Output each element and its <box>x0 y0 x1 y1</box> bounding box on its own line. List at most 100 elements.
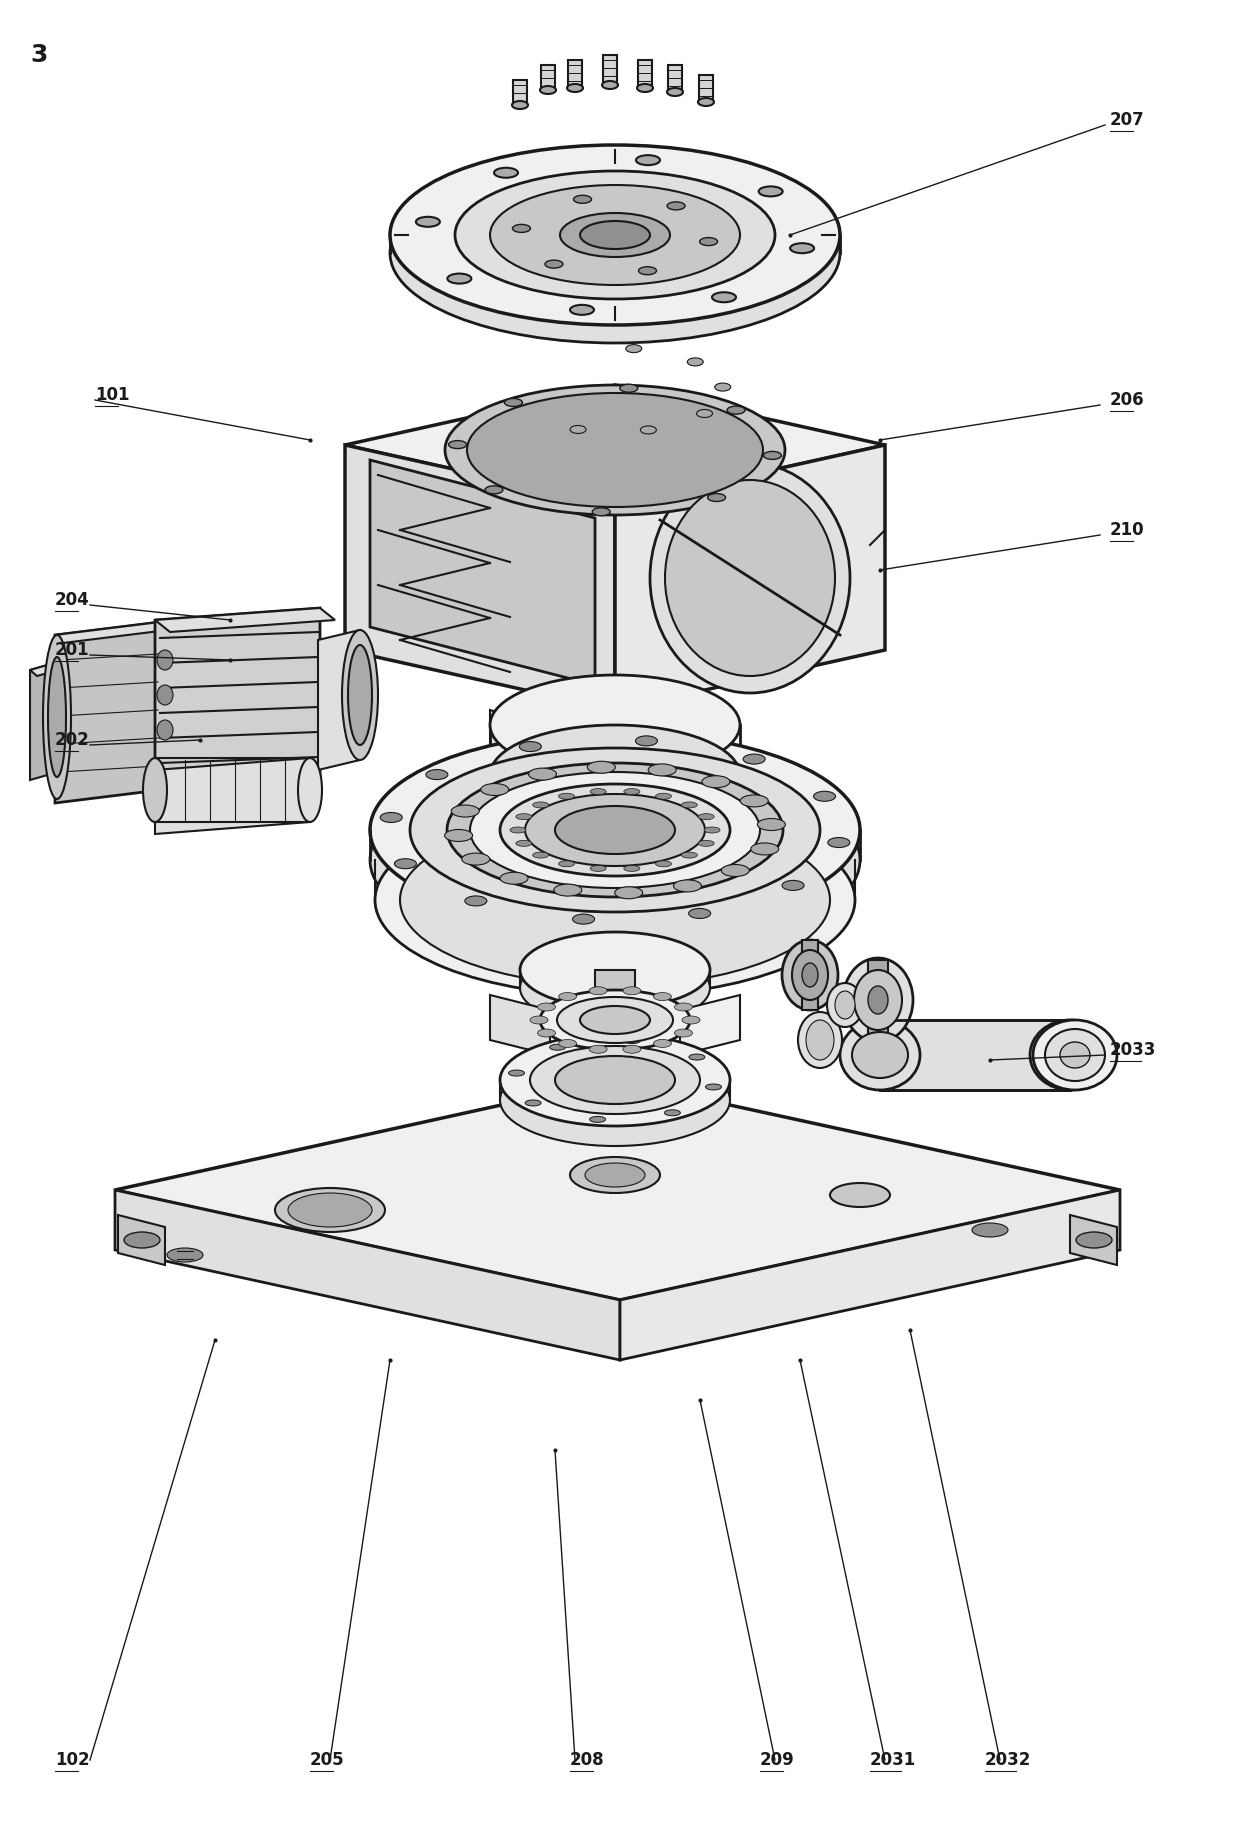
Ellipse shape <box>854 971 901 1029</box>
Ellipse shape <box>560 214 670 257</box>
Ellipse shape <box>590 1117 605 1122</box>
Ellipse shape <box>288 1194 372 1226</box>
Ellipse shape <box>656 794 672 799</box>
Ellipse shape <box>410 748 820 912</box>
Ellipse shape <box>653 1040 671 1048</box>
Ellipse shape <box>500 872 528 885</box>
Text: 2032: 2032 <box>985 1750 1032 1768</box>
Polygon shape <box>668 66 682 91</box>
Ellipse shape <box>510 827 526 832</box>
Ellipse shape <box>451 805 480 818</box>
Polygon shape <box>55 622 167 642</box>
Ellipse shape <box>342 630 378 759</box>
Text: 207: 207 <box>1110 111 1145 130</box>
Ellipse shape <box>529 1046 701 1113</box>
Ellipse shape <box>764 451 781 460</box>
Ellipse shape <box>490 184 740 285</box>
Ellipse shape <box>681 852 697 858</box>
Ellipse shape <box>494 168 518 177</box>
Ellipse shape <box>698 99 714 106</box>
Ellipse shape <box>549 1044 565 1049</box>
Ellipse shape <box>574 195 591 203</box>
Ellipse shape <box>667 203 684 210</box>
Ellipse shape <box>828 838 849 847</box>
Polygon shape <box>155 757 310 834</box>
Ellipse shape <box>697 409 713 418</box>
Text: 201: 201 <box>55 641 89 659</box>
Ellipse shape <box>702 776 730 788</box>
Ellipse shape <box>401 814 830 986</box>
Ellipse shape <box>500 1055 730 1146</box>
Ellipse shape <box>43 635 71 799</box>
Ellipse shape <box>425 770 448 779</box>
Polygon shape <box>541 66 556 89</box>
Ellipse shape <box>500 1035 730 1126</box>
Ellipse shape <box>589 1046 608 1053</box>
Ellipse shape <box>157 684 174 704</box>
Ellipse shape <box>868 986 888 1015</box>
Ellipse shape <box>675 1029 692 1037</box>
Ellipse shape <box>665 1110 681 1115</box>
Ellipse shape <box>512 100 528 110</box>
Ellipse shape <box>727 407 745 414</box>
Ellipse shape <box>714 383 730 391</box>
Ellipse shape <box>622 1046 641 1053</box>
Ellipse shape <box>1030 1020 1110 1090</box>
Ellipse shape <box>649 765 676 776</box>
Polygon shape <box>615 445 885 710</box>
Ellipse shape <box>558 794 574 799</box>
Ellipse shape <box>520 933 711 1007</box>
Ellipse shape <box>370 763 861 958</box>
Ellipse shape <box>698 814 714 819</box>
Text: 2031: 2031 <box>870 1750 916 1768</box>
Ellipse shape <box>1076 1232 1112 1248</box>
Text: 2033: 2033 <box>1110 1040 1157 1058</box>
Ellipse shape <box>590 788 606 794</box>
Ellipse shape <box>570 425 587 434</box>
Ellipse shape <box>656 861 672 867</box>
Ellipse shape <box>615 887 642 898</box>
Polygon shape <box>345 445 615 710</box>
Ellipse shape <box>520 951 711 1026</box>
Ellipse shape <box>589 987 608 995</box>
Ellipse shape <box>533 852 548 858</box>
Ellipse shape <box>637 84 653 91</box>
Ellipse shape <box>813 792 836 801</box>
Polygon shape <box>1070 1215 1117 1265</box>
Ellipse shape <box>394 860 417 869</box>
Polygon shape <box>513 80 527 106</box>
Ellipse shape <box>750 843 779 854</box>
Ellipse shape <box>699 237 718 246</box>
Ellipse shape <box>624 865 640 871</box>
Ellipse shape <box>790 243 815 254</box>
Ellipse shape <box>799 1013 842 1068</box>
Ellipse shape <box>520 741 542 752</box>
Text: 101: 101 <box>95 387 129 403</box>
Polygon shape <box>539 710 689 776</box>
Text: 208: 208 <box>570 1750 605 1768</box>
Ellipse shape <box>461 852 490 865</box>
Ellipse shape <box>667 88 683 97</box>
Ellipse shape <box>465 896 487 905</box>
Ellipse shape <box>167 1248 203 1263</box>
Ellipse shape <box>839 1020 920 1090</box>
Ellipse shape <box>827 984 863 1027</box>
Polygon shape <box>568 60 582 88</box>
Ellipse shape <box>622 987 641 995</box>
Ellipse shape <box>625 1038 640 1044</box>
Ellipse shape <box>143 757 167 821</box>
Text: 210: 210 <box>1110 520 1145 538</box>
Ellipse shape <box>1033 1020 1117 1090</box>
Ellipse shape <box>381 812 402 823</box>
Polygon shape <box>345 385 885 506</box>
Ellipse shape <box>682 1017 701 1024</box>
Ellipse shape <box>585 1163 645 1186</box>
Ellipse shape <box>758 818 785 830</box>
Ellipse shape <box>835 991 856 1018</box>
Ellipse shape <box>639 266 656 276</box>
Ellipse shape <box>640 425 656 434</box>
Ellipse shape <box>558 861 574 867</box>
Ellipse shape <box>620 385 637 392</box>
Ellipse shape <box>448 274 471 283</box>
Ellipse shape <box>567 84 583 91</box>
